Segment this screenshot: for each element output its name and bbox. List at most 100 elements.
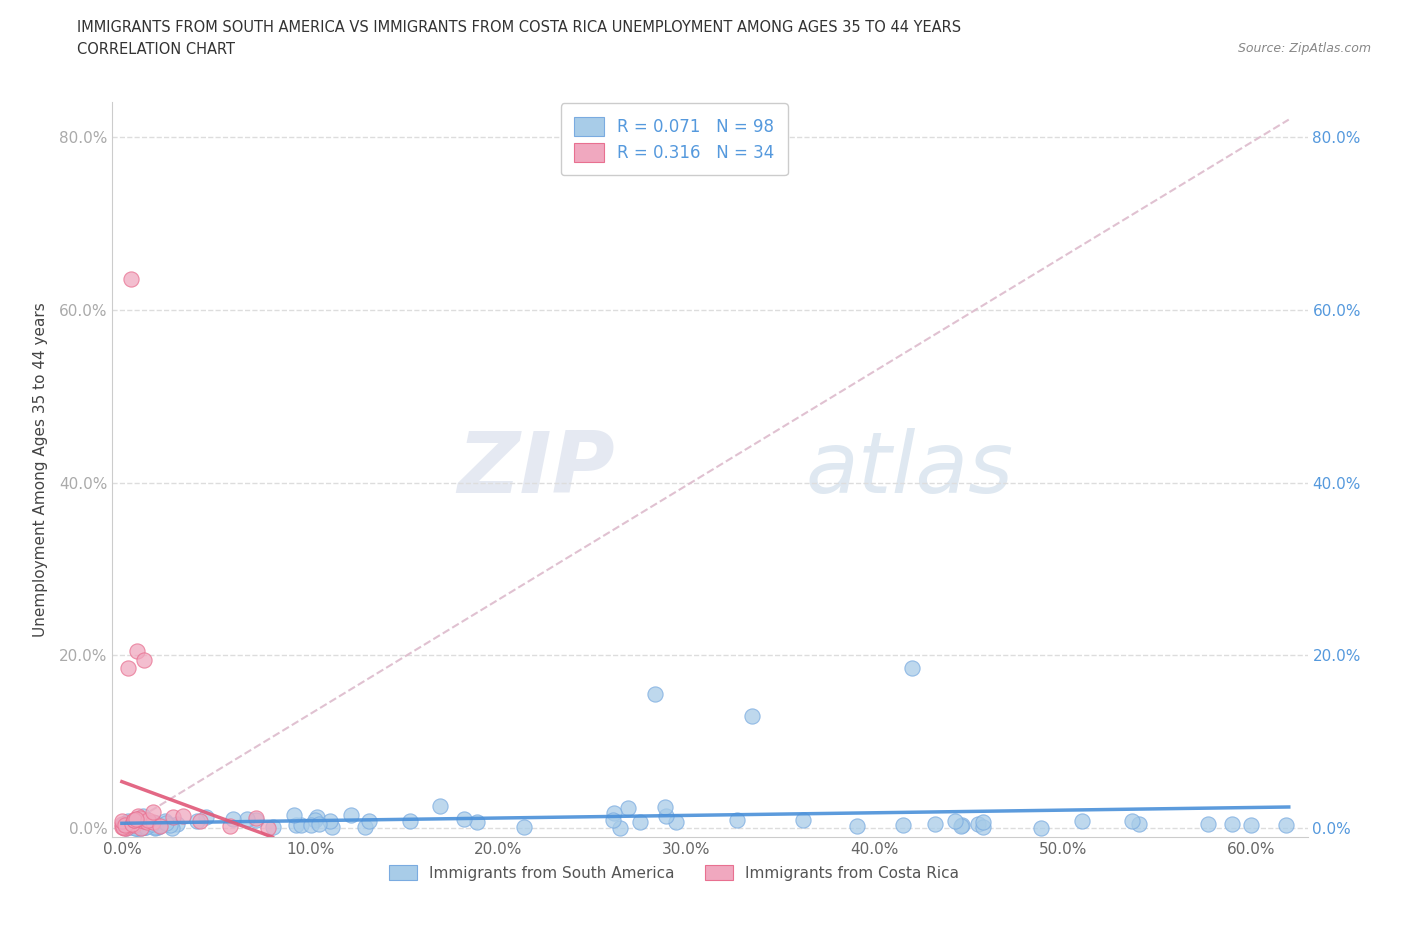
Point <box>125 818 148 833</box>
Point <box>114 818 136 833</box>
Point <box>111 814 134 829</box>
Point <box>142 804 165 819</box>
Point <box>143 816 166 830</box>
Point <box>134 819 156 834</box>
Point <box>1220 817 1243 831</box>
Point <box>284 817 307 832</box>
Point <box>891 817 914 832</box>
Point <box>124 812 146 827</box>
Point <box>149 817 172 832</box>
Point <box>453 812 475 827</box>
Text: Source: ZipAtlas.com: Source: ZipAtlas.com <box>1237 42 1371 55</box>
Point <box>308 817 330 831</box>
Point <box>129 820 152 835</box>
Point <box>122 813 145 828</box>
Point <box>155 816 177 830</box>
Point <box>134 814 156 829</box>
Point <box>186 814 208 829</box>
Y-axis label: Unemployment Among Ages 35 to 44 years: Unemployment Among Ages 35 to 44 years <box>32 302 48 637</box>
Point <box>122 813 145 828</box>
Point <box>127 809 149 824</box>
Point <box>1121 814 1143 829</box>
Point <box>725 813 748 828</box>
Point <box>111 819 134 834</box>
Legend: Immigrants from South America, Immigrants from Costa Rica: Immigrants from South America, Immigrant… <box>389 865 959 881</box>
Point <box>245 811 267 826</box>
Point <box>132 819 155 834</box>
Point <box>967 817 990 831</box>
Point <box>115 817 138 831</box>
Point <box>299 817 322 832</box>
Point <box>792 812 814 827</box>
Point <box>135 817 157 832</box>
Point <box>149 819 172 834</box>
Point <box>972 819 994 834</box>
Point <box>117 661 139 676</box>
Point <box>134 652 156 667</box>
Point <box>132 809 155 824</box>
Point <box>134 817 156 832</box>
Point <box>143 819 166 834</box>
Point <box>166 817 188 831</box>
Point <box>141 817 163 832</box>
Point <box>1197 817 1219 831</box>
Point <box>602 813 624 828</box>
Point <box>1031 820 1053 835</box>
Point <box>111 817 134 831</box>
Point <box>153 814 176 829</box>
Point <box>145 815 167 830</box>
Point <box>194 809 217 824</box>
Point <box>628 815 651 830</box>
Point <box>117 817 139 832</box>
Point <box>654 800 676 815</box>
Point <box>121 817 143 831</box>
Point <box>129 812 152 827</box>
Point <box>357 814 380 829</box>
Point <box>134 819 156 834</box>
Point <box>129 820 152 835</box>
Point <box>122 817 145 832</box>
Point <box>120 818 142 833</box>
Point <box>124 816 146 830</box>
Point <box>136 813 159 828</box>
Point <box>117 814 139 829</box>
Point <box>846 818 869 833</box>
Point <box>125 821 148 836</box>
Point <box>1240 817 1263 832</box>
Point <box>318 814 340 829</box>
Point <box>127 821 149 836</box>
Point <box>112 817 135 832</box>
Point <box>257 820 280 835</box>
Point <box>924 817 946 831</box>
Point <box>142 815 165 830</box>
Point <box>236 811 259 826</box>
Point <box>162 809 184 824</box>
Point <box>283 807 305 822</box>
Point <box>129 811 152 826</box>
Point <box>125 817 148 832</box>
Point <box>1128 817 1150 831</box>
Point <box>340 807 363 822</box>
Point <box>617 801 640 816</box>
Point <box>609 820 631 835</box>
Point <box>429 798 451 813</box>
Point <box>1275 818 1298 833</box>
Point <box>124 818 146 833</box>
Point <box>135 815 157 830</box>
Point <box>603 806 626 821</box>
Point <box>950 819 973 834</box>
Point <box>111 819 134 834</box>
Point <box>290 817 312 832</box>
Point <box>1071 814 1094 829</box>
Text: ZIP: ZIP <box>457 428 614 512</box>
Point <box>121 819 143 834</box>
Point <box>124 820 146 835</box>
Point <box>399 814 422 829</box>
Point <box>112 820 135 835</box>
Point <box>114 817 136 832</box>
Point <box>665 815 688 830</box>
Point <box>218 818 240 833</box>
Point <box>121 817 143 832</box>
Point <box>125 644 148 658</box>
Point <box>159 817 181 832</box>
